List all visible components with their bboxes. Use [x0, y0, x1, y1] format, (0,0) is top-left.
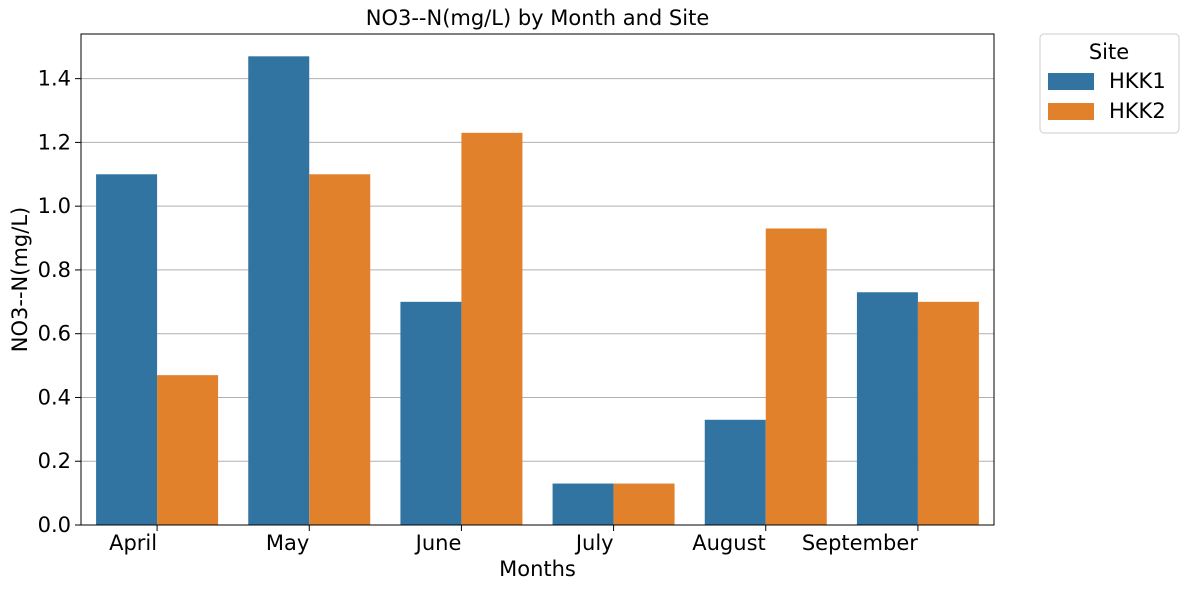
y-tick-label: 1.4 — [38, 67, 71, 91]
grid-lines — [81, 78, 994, 462]
bar-hkk2-july — [613, 483, 675, 525]
bar-hkk1-april — [96, 174, 158, 526]
y-tick-label: 0.0 — [38, 513, 71, 537]
bar-hkk1-june — [400, 301, 462, 525]
y-axis: 0.0 0.2 0.4 0.6 0.8 1.0 1.2 1.4 — [38, 67, 81, 537]
x-tick-label: May — [266, 531, 309, 555]
y-tick-label: 0.4 — [38, 385, 71, 409]
legend-label-hkk2: HKK2 — [1109, 99, 1166, 123]
chart-title: NO3--N(mg/L) by Month and Site — [366, 6, 710, 30]
bar-hkk2-september — [917, 301, 979, 525]
y-tick-label: 1.0 — [38, 194, 71, 218]
x-tick-label: September — [802, 531, 918, 555]
y-tick-label: 0.2 — [38, 449, 71, 473]
y-tick-label: 0.8 — [38, 258, 71, 282]
bar-hkk2-august — [765, 228, 827, 526]
bar-hkk2-april — [157, 375, 219, 525]
legend-swatch-hkk2 — [1048, 103, 1094, 120]
bar-hkk1-july — [552, 483, 614, 525]
legend: Site HKK1 HKK2 — [1039, 33, 1180, 134]
bars — [96, 56, 979, 526]
x-axis-label: Months — [499, 557, 576, 581]
y-tick-label: 1.2 — [38, 130, 71, 154]
legend-swatch-hkk1 — [1048, 73, 1094, 90]
bar-hkk2-june — [461, 132, 523, 526]
x-tick-label: July — [574, 531, 614, 555]
bar-hkk2-may — [309, 174, 371, 526]
bar-hkk1-september — [856, 292, 918, 525]
plot-frame — [80, 33, 995, 526]
x-tick-label: August — [692, 531, 766, 555]
bar-hkk1-may — [248, 56, 310, 526]
legend-items: HKK1 HKK2 — [1048, 69, 1166, 123]
x-tick-label: April — [109, 531, 157, 555]
y-axis-label: NO3--N(mg/L) — [8, 207, 32, 352]
x-tick-label: June — [414, 531, 462, 555]
bar-hkk1-august — [704, 419, 766, 525]
legend-title: Site — [1089, 40, 1129, 64]
legend-label-hkk1: HKK1 — [1109, 69, 1166, 93]
y-tick-label: 0.6 — [38, 322, 71, 346]
x-axis: April May June July August September — [109, 525, 919, 555]
